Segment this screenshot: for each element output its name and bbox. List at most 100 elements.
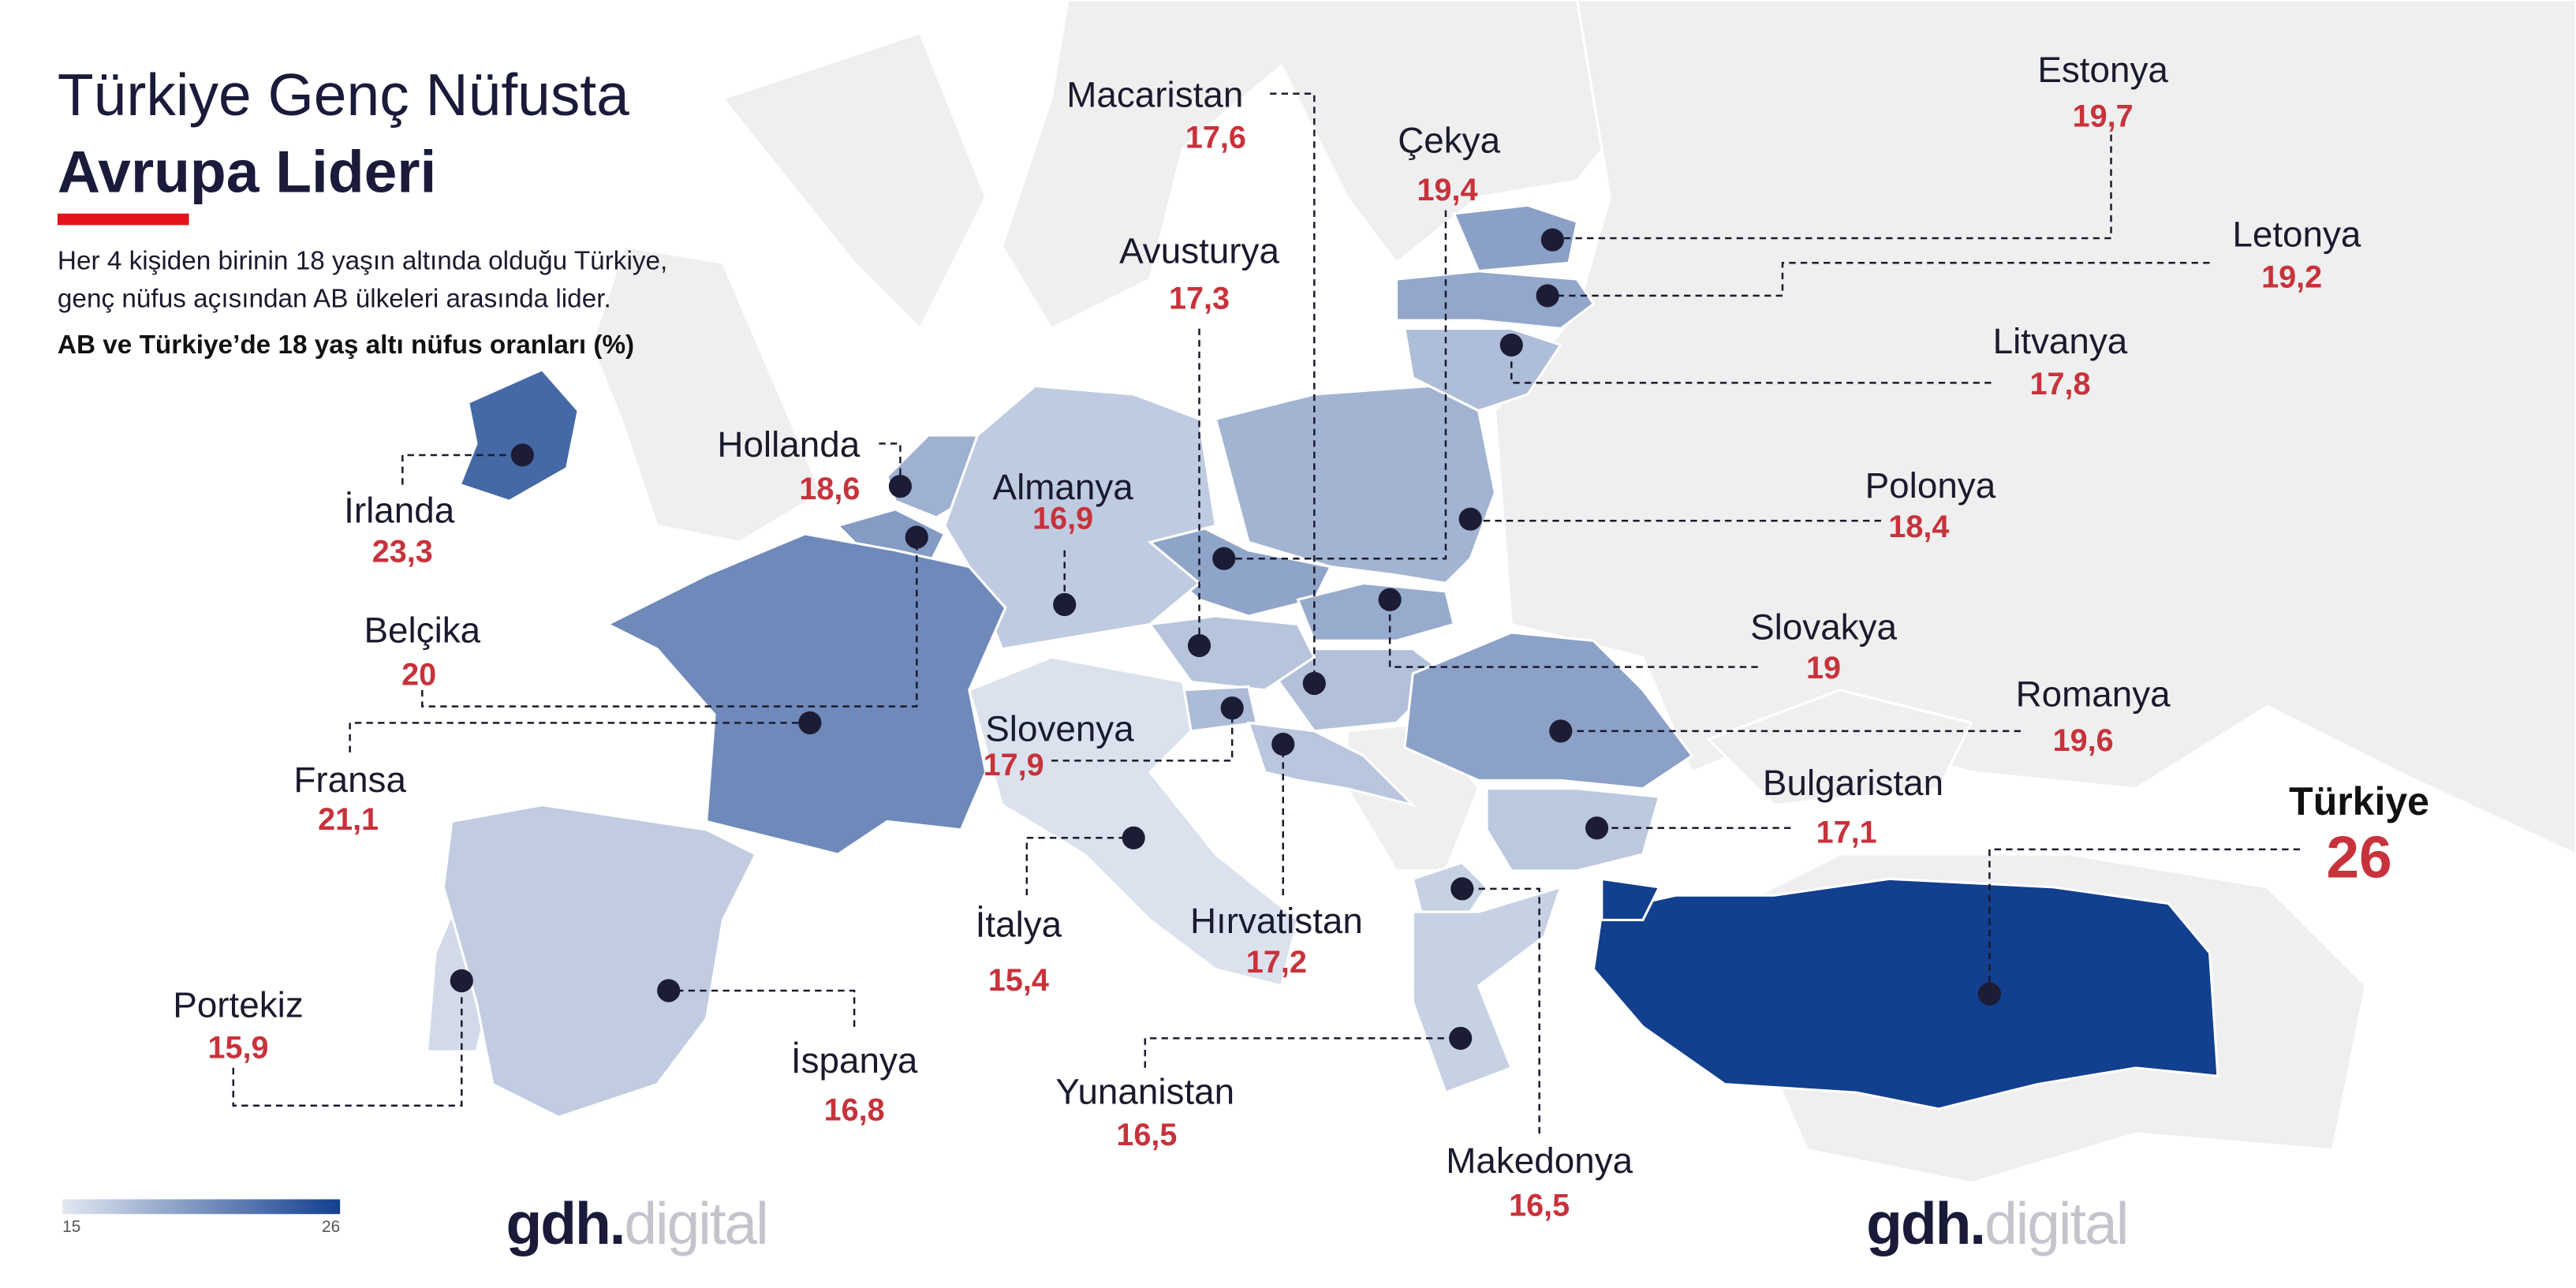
description-line2: genç nüfus açısından AB ülkeleri arasınd… <box>58 285 611 314</box>
country-dot <box>1499 333 1523 357</box>
leader-line <box>1388 599 1758 668</box>
leader-line <box>232 980 463 1107</box>
leader-line <box>1144 1037 1461 1068</box>
country-name: Çekya <box>1398 121 1500 161</box>
legend-gradient <box>62 1199 341 1215</box>
country-value: 17,3 <box>1169 282 1230 316</box>
country-name: Slovakya <box>1750 607 1897 647</box>
title-line1: Türkiye Genç Nüfusta <box>58 62 629 128</box>
labels: Macaristan 17,6 Çekya 19,4 Estonya 19,7 Letony… <box>173 50 2429 1223</box>
country-dot <box>1271 732 1295 756</box>
country-name: Yunanistan <box>1055 1072 1234 1112</box>
country-name: Polonya <box>1865 465 1996 506</box>
country-dot <box>1220 696 1244 720</box>
leader-line <box>1462 887 1540 1134</box>
country-dot <box>510 443 534 467</box>
country-value: 19 <box>1806 651 1841 685</box>
country-name: Türkiye <box>2289 779 2429 823</box>
country-value: 23,3 <box>372 534 433 569</box>
background-land <box>590 0 2576 1185</box>
country-name: Estonya <box>2037 50 2168 90</box>
country-dot <box>1585 816 1609 840</box>
country-value: 15,4 <box>988 963 1049 998</box>
country-value: 16,5 <box>1116 1118 1177 1152</box>
country-shape <box>1485 787 1661 872</box>
country-value: 16,5 <box>1509 1188 1570 1223</box>
logo: gdh.digital <box>1866 1190 2127 1256</box>
country-name: İrlanda <box>344 490 455 530</box>
leader-line <box>1051 707 1234 762</box>
country-dot <box>1536 284 1559 308</box>
country-dot <box>1378 588 1402 611</box>
country-dot <box>1449 1026 1473 1050</box>
country-value: 20 <box>401 658 436 693</box>
logo-mark: gdh. <box>1866 1190 1984 1256</box>
leader-line <box>401 454 523 485</box>
country-name: Litvanya <box>1993 321 2128 361</box>
country-dot <box>1458 507 1482 531</box>
leader-line <box>1025 837 1134 896</box>
country-shape <box>1403 631 1694 790</box>
country-shape <box>968 655 1300 987</box>
country-name: Slovenya <box>985 708 1134 749</box>
country-name: Romanya <box>2016 674 2171 715</box>
country-shape <box>1296 581 1456 642</box>
country-name: İspanya <box>791 1040 918 1081</box>
country-dot <box>1187 634 1211 658</box>
leader-line <box>1223 210 1447 560</box>
subtitle: AB ve Türkiye’de 18 yaş altı nüfus oranl… <box>58 330 634 360</box>
header: Türkiye Genç Nüfusta Avrupa Lideri Her 4… <box>57 62 667 360</box>
country-value: 16,8 <box>824 1093 885 1128</box>
country-shape <box>1214 384 1497 585</box>
country-dot <box>1302 671 1326 696</box>
country-value: 16,9 <box>1032 502 1093 536</box>
country-name: Avusturya <box>1119 230 1279 271</box>
country-value: 21,1 <box>318 802 379 837</box>
country-dot <box>905 525 928 549</box>
country-name: Macaristan <box>1066 74 1243 114</box>
country-dot <box>1977 982 2001 1006</box>
country-dot <box>1212 547 1236 570</box>
country-name: Makedonya <box>1446 1141 1633 1181</box>
title-line2: Avrupa Lideri <box>58 139 436 205</box>
country-dot <box>450 969 473 993</box>
country-dot <box>657 979 681 1002</box>
logo-word: digital <box>1984 1190 2127 1256</box>
country-dot <box>798 711 822 735</box>
country-shape <box>1600 877 1662 921</box>
country-shape <box>1181 685 1259 733</box>
country-shape <box>1592 877 2219 1111</box>
country-shape <box>943 384 1218 651</box>
country-name: Hollanda <box>717 424 860 465</box>
country-name: Belçika <box>364 610 480 650</box>
country-dot <box>1450 877 1474 901</box>
country-dot <box>1053 592 1077 617</box>
brand-logo: gdh.digital gdh.digital <box>506 1190 2130 1256</box>
leader-line <box>1547 262 2210 297</box>
description-line1: Her 4 kişiden birinin 18 yaşın altında o… <box>58 247 667 276</box>
country-value: 19,2 <box>2261 260 2322 295</box>
country-shape <box>1394 270 1596 330</box>
country-value: 26 <box>2326 823 2391 890</box>
country-name: İtalya <box>976 904 1062 944</box>
country-value: 15,9 <box>208 1030 269 1065</box>
legend-max: 26 <box>322 1218 340 1236</box>
country-name: Almanya <box>993 467 1134 507</box>
country-shape <box>1452 203 1579 273</box>
country-name: Fransa <box>293 760 406 800</box>
country-value: 17,8 <box>2029 367 2090 401</box>
country-value: 19,4 <box>1417 173 1478 207</box>
country-value: 18,6 <box>799 472 860 506</box>
country-value: 19,7 <box>2073 99 2134 133</box>
country-value: 17,9 <box>984 748 1044 782</box>
country-shape <box>605 532 1007 856</box>
leader-line <box>668 989 856 1027</box>
country-value: 17,1 <box>1816 816 1877 850</box>
leader-line <box>1988 848 2301 995</box>
legend: 15 26 <box>62 1199 341 1236</box>
country-name: Bulgaristan <box>1763 763 1943 803</box>
country-dot <box>1540 228 1564 252</box>
country-dot <box>888 474 913 498</box>
leader-line <box>1270 92 1316 684</box>
